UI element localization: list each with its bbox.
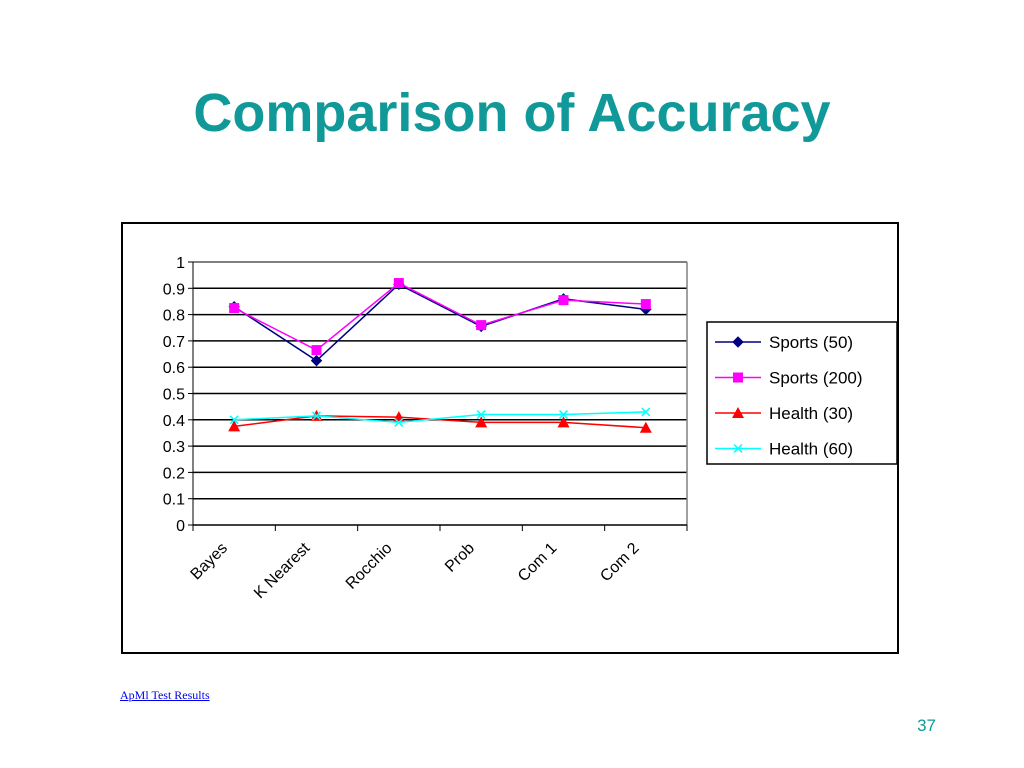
data-point [475, 416, 488, 428]
data-point [476, 320, 487, 331]
legend-label: Sports (200) [769, 369, 863, 388]
data-point [641, 407, 651, 417]
slide-title: Comparison of Accuracy [193, 83, 831, 143]
legend-marker [733, 372, 743, 383]
y-tick-label: 0.9 [163, 281, 185, 298]
legend-marker [733, 443, 743, 454]
data-point [394, 417, 404, 427]
data-point [558, 410, 569, 420]
x-category-label: K Nearest [251, 539, 314, 602]
y-tick-label: 0 [176, 518, 185, 535]
legend: Sports (50) Sports (200) Health (30) Health… [706, 321, 898, 465]
series-health-60 [229, 407, 651, 427]
x-category-label: Com 2 [597, 540, 642, 585]
accuracy-line-chart: 0 0.1 0.2 0.3 0.4 0.5 0.6 0.7 0.8 0.9 1 Bayes K Near… [163, 255, 898, 602]
series-line [234, 415, 646, 429]
data-point [558, 295, 569, 306]
data-point [310, 354, 323, 367]
series-sports-200 [229, 278, 651, 356]
data-point [229, 415, 239, 425]
page-number: 37 [917, 716, 936, 735]
y-tick-label: 0.5 [163, 387, 185, 404]
y-tick-label: 0.2 [163, 465, 185, 482]
x-category-label: Com 1 [515, 540, 560, 585]
legend-label: Health (60) [769, 440, 853, 459]
x-category-label: Rocchio [343, 540, 396, 593]
x-category-label: Bayes [188, 540, 231, 583]
series-sports-50 [228, 278, 652, 367]
data-point [228, 420, 241, 432]
data-point [476, 410, 486, 420]
data-point [311, 345, 322, 356]
legend-box [706, 321, 898, 465]
data-point [557, 416, 570, 428]
y-tick-label: 0.3 [163, 439, 185, 456]
x-category-label: Prob [442, 540, 478, 576]
legend-marker [732, 407, 744, 418]
y-tick-label: 1 [176, 255, 185, 272]
series-line [234, 411, 646, 424]
data-point [393, 278, 404, 289]
apml-test-results-link[interactable]: ApMl Test Results [120, 688, 210, 702]
data-point [640, 299, 651, 310]
data-point [311, 411, 322, 421]
data-point [639, 421, 652, 433]
series-line [233, 283, 646, 362]
y-tick-label: 0.6 [163, 360, 185, 377]
legend-label: Health (30) [769, 404, 853, 423]
series-line [233, 282, 646, 351]
y-tick-label: 0.7 [163, 334, 185, 351]
y-tick-label: 0.8 [163, 308, 185, 325]
gridlines [188, 261, 687, 526]
chart-frame: 0 0.1 0.2 0.3 0.4 0.5 0.6 0.7 0.8 0.9 1 Bayes K Near… [121, 222, 899, 654]
y-tick-label: 0.4 [163, 413, 185, 430]
legend-label: Sports (50) [769, 333, 853, 352]
data-point [229, 303, 240, 314]
y-tick-label: 0.1 [163, 492, 185, 509]
legend-marker [732, 336, 744, 348]
